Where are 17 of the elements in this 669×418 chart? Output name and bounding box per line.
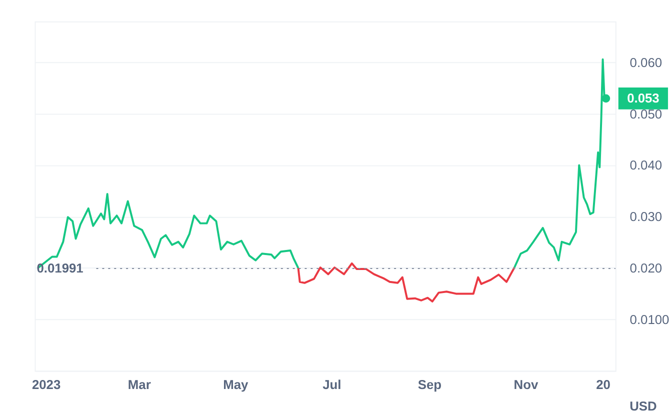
y-tick-label: 0.060 (630, 54, 662, 70)
ref-line-label: 0.01991 (36, 260, 84, 276)
x-tick-label: Nov (514, 377, 539, 392)
y-axis-title: USD (630, 398, 657, 414)
y-tick-label: 0.040 (630, 158, 662, 173)
x-tick-label: Sep (418, 377, 442, 392)
x-tick-label: May (223, 377, 249, 392)
y-tick-label: 0.050 (630, 106, 662, 122)
y-tick-label: 0.030 (630, 209, 662, 224)
line-series (297, 262, 516, 302)
y-tick-label: 0.0100 (630, 312, 669, 327)
x-tick-label: 20 (596, 377, 610, 392)
x-tick-label: Mar (128, 377, 151, 392)
x-tick-label: Jul (322, 377, 342, 392)
y-tick-label: 0.020 (630, 260, 662, 276)
x-tick-label: 2023 (32, 377, 61, 392)
annotation: 0.053 (627, 90, 660, 106)
